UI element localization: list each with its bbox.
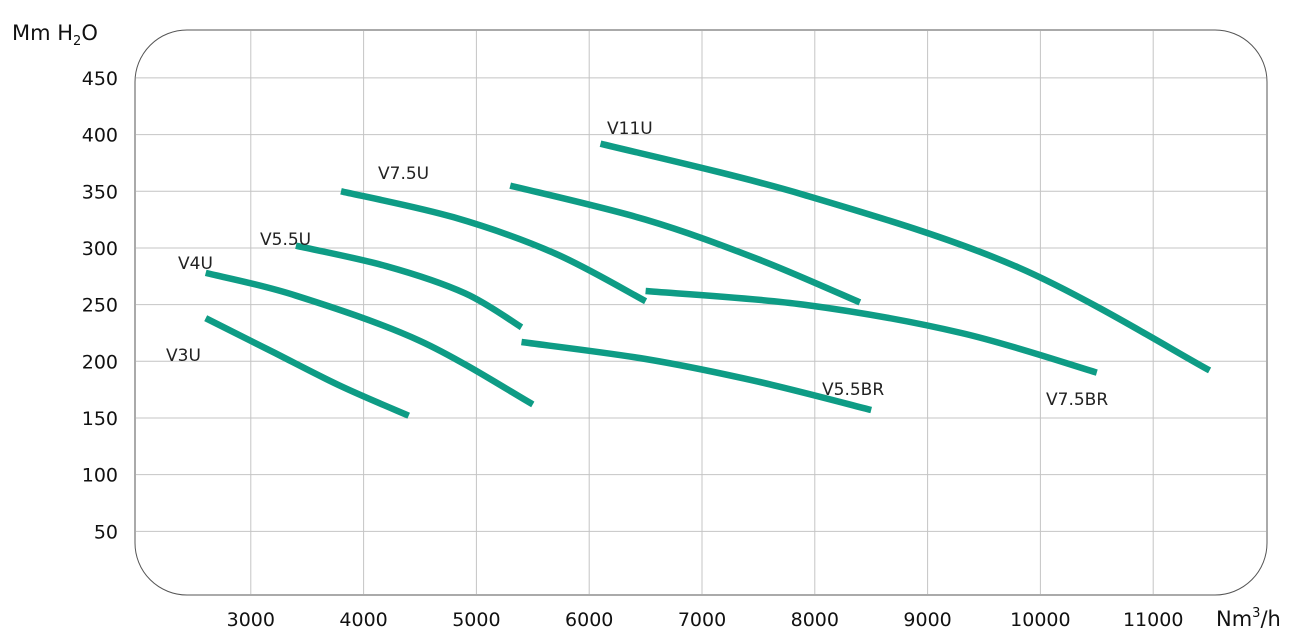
y-tick-label-3: 300: [82, 238, 118, 260]
series-labels: V3U V4U V5.5U V5.5BR V7.5U V7.5BR V11U: [166, 119, 1108, 410]
series-label-0: V3U: [166, 346, 201, 366]
y-tick-label-8: 50: [94, 521, 118, 543]
series-line-6: [645, 287, 1098, 376]
series-label-6: V7.5BR: [1046, 390, 1108, 410]
x-tick-label-5: 8000: [791, 609, 839, 631]
series-line-0: [204, 315, 410, 419]
x-tick-label-3: 6000: [565, 609, 613, 631]
x-tick-labels: 3000 4000 5000 6000 7000 8000 9000 10000 11000: [227, 609, 1184, 631]
series-line-2: [295, 242, 524, 331]
series-label-7: V11U: [607, 119, 653, 139]
y-axis-title: Mm H2O: [12, 21, 98, 49]
series-lines: [204, 140, 1212, 419]
series-line-4: [340, 188, 648, 305]
series-label-1: V4U: [178, 254, 213, 274]
y-tick-labels: 450 400 350 300 250 200 150 100 50: [82, 68, 118, 543]
y-tick-label-2: 350: [82, 181, 118, 203]
grid: [136, 31, 1266, 594]
x-tick-label-2: 5000: [452, 609, 500, 631]
series-label-4: V7.5U: [378, 164, 429, 184]
y-tick-label-1: 400: [82, 125, 118, 147]
x-tick-label-1: 4000: [339, 609, 387, 631]
series-line-7: [599, 140, 1212, 374]
x-axis-title: Nm3/h: [1216, 606, 1281, 631]
x-tick-label-4: 7000: [678, 609, 726, 631]
series-label-2: V5.5U: [260, 230, 311, 250]
y-tick-label-5: 200: [82, 351, 118, 373]
x-tick-label-8: 11000: [1123, 609, 1183, 631]
series-line-1: [204, 269, 535, 408]
series-line-5: [509, 182, 862, 306]
y-tick-label-6: 150: [82, 408, 118, 430]
plot-frame: [134, 29, 1268, 596]
series-line-3: [521, 338, 872, 414]
series-label-3: V5.5BR: [822, 380, 884, 400]
y-tick-label-0: 450: [82, 68, 118, 90]
y-tick-label-7: 100: [82, 465, 118, 487]
x-tick-label-6: 9000: [903, 609, 951, 631]
x-tick-label-7: 10000: [1010, 609, 1070, 631]
y-tick-label-4: 250: [82, 295, 118, 317]
x-tick-label-0: 3000: [227, 609, 275, 631]
